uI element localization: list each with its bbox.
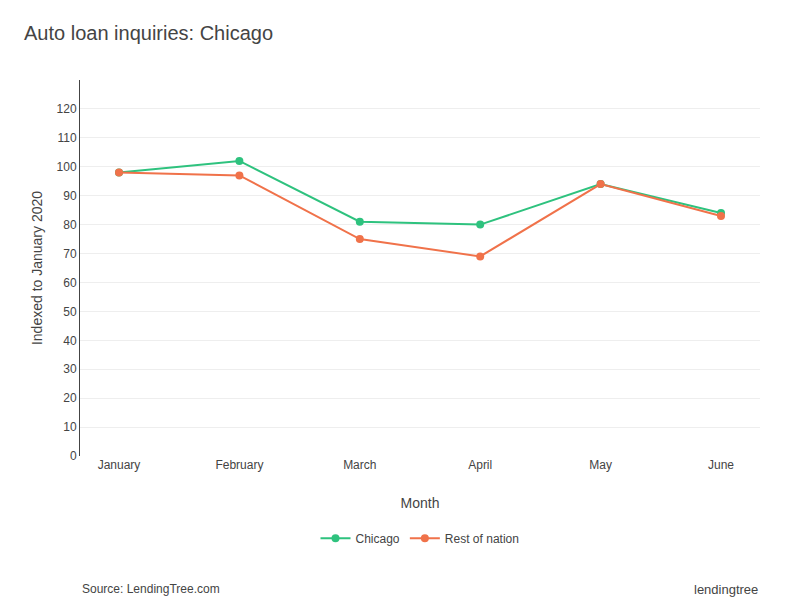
- svg-text:10: 10: [63, 420, 77, 434]
- svg-text:February: February: [215, 458, 263, 472]
- svg-text:80: 80: [63, 218, 77, 232]
- svg-text:Rest of nation: Rest of nation: [445, 532, 519, 546]
- svg-text:March: March: [343, 458, 376, 472]
- svg-text:Month: Month: [401, 495, 440, 511]
- svg-text:Auto loan inquiries: Chicago: Auto loan inquiries: Chicago: [24, 22, 273, 44]
- svg-text:70: 70: [63, 247, 77, 261]
- svg-text:June: June: [708, 458, 734, 472]
- svg-text:lendingtree: lendingtree: [694, 582, 758, 597]
- svg-text:100: 100: [57, 160, 77, 174]
- svg-text:Indexed to January 2020: Indexed to January 2020: [29, 191, 45, 345]
- svg-text:January: January: [98, 458, 141, 472]
- svg-text:120: 120: [57, 102, 77, 116]
- svg-text:40: 40: [63, 334, 77, 348]
- svg-text:50: 50: [63, 305, 77, 319]
- svg-text:Source: LendingTree.com: Source: LendingTree.com: [82, 582, 220, 596]
- svg-text:20: 20: [63, 391, 77, 405]
- svg-text:60: 60: [63, 276, 77, 290]
- svg-text:April: April: [468, 458, 492, 472]
- svg-text:May: May: [589, 458, 612, 472]
- svg-text:0: 0: [70, 449, 77, 463]
- svg-text:110: 110: [57, 131, 76, 145]
- svg-text:90: 90: [63, 189, 77, 203]
- svg-text:Chicago: Chicago: [356, 532, 400, 546]
- svg-text:30: 30: [63, 362, 77, 376]
